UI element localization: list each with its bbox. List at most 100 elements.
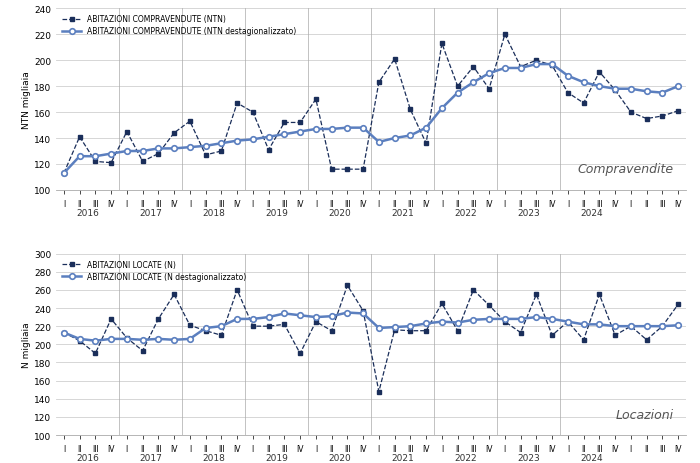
- ABITAZIONI COMPRAVENDUTE (NTN destagionalizzato): [91, 154, 99, 160]
- Line: ABITAZIONI COMPRAVENDUTE (NTN): ABITAZIONI COMPRAVENDUTE (NTN): [62, 33, 680, 176]
- ABITAZIONI COMPRAVENDUTE (NTN destagionalizzato): [595, 84, 603, 90]
- ABITAZIONI LOCATE (N): [107, 316, 116, 322]
- ABITAZIONI COMPRAVENDUTE (NTN destagionalizzato): [674, 84, 682, 90]
- ABITAZIONI LOCATE (N): [374, 389, 383, 394]
- ABITAZIONI COMPRAVENDUTE (NTN): [170, 131, 178, 136]
- ABITAZIONI COMPRAVENDUTE (NTN): [532, 58, 540, 64]
- ABITAZIONI LOCATE (N): [485, 303, 494, 308]
- ABITAZIONI LOCATE (N): [517, 330, 525, 336]
- Line: ABITAZIONI LOCATE (N): ABITAZIONI LOCATE (N): [62, 283, 680, 394]
- ABITAZIONI COMPRAVENDUTE (NTN): [312, 97, 320, 103]
- ABITAZIONI COMPRAVENDUTE (NTN destagionalizzato): [265, 135, 273, 140]
- ABITAZIONI LOCATE (N): [500, 319, 509, 325]
- ABITAZIONI LOCATE (N): [454, 328, 462, 334]
- ABITAZIONI COMPRAVENDUTE (NTN destagionalizzato): [643, 89, 651, 95]
- ABITAZIONI LOCATE (N destagionalizzato): [60, 330, 68, 336]
- ABITAZIONI COMPRAVENDUTE (NTN): [611, 88, 620, 94]
- Text: Compravendite: Compravendite: [578, 163, 673, 176]
- ABITAZIONI COMPRAVENDUTE (NTN): [265, 148, 273, 153]
- ABITAZIONI COMPRAVENDUTE (NTN): [485, 87, 494, 92]
- ABITAZIONI COMPRAVENDUTE (NTN destagionalizzato): [217, 141, 225, 147]
- ABITAZIONI COMPRAVENDUTE (NTN destagionalizzato): [469, 80, 477, 86]
- Text: 2019: 2019: [265, 453, 288, 463]
- ABITAZIONI LOCATE (N destagionalizzato): [658, 324, 666, 329]
- ABITAZIONI LOCATE (N): [391, 327, 399, 333]
- ABITAZIONI COMPRAVENDUTE (NTN): [595, 70, 603, 75]
- ABITAZIONI COMPRAVENDUTE (NTN): [154, 151, 162, 157]
- ABITAZIONI LOCATE (N destagionalizzato): [186, 337, 194, 342]
- ABITAZIONI COMPRAVENDUTE (NTN destagionalizzato): [248, 137, 257, 143]
- ABITAZIONI LOCATE (N): [611, 333, 620, 338]
- ABITAZIONI LOCATE (N destagionalizzato): [500, 316, 509, 322]
- Text: 2016: 2016: [76, 209, 99, 218]
- ABITAZIONI LOCATE (N destagionalizzato): [517, 316, 525, 322]
- ABITAZIONI COMPRAVENDUTE (NTN): [626, 110, 635, 116]
- Legend: ABITAZIONI COMPRAVENDUTE (NTN), ABITAZIONI COMPRAVENDUTE (NTN destagionalizzato): ABITAZIONI COMPRAVENDUTE (NTN), ABITAZIO…: [60, 13, 299, 38]
- ABITAZIONI LOCATE (N destagionalizzato): [233, 316, 242, 322]
- ABITAZIONI COMPRAVENDUTE (NTN destagionalizzato): [233, 138, 242, 144]
- ABITAZIONI LOCATE (N): [580, 337, 588, 343]
- ABITAZIONI COMPRAVENDUTE (NTN): [60, 171, 68, 176]
- ABITAZIONI LOCATE (N): [643, 337, 651, 343]
- ABITAZIONI COMPRAVENDUTE (NTN): [296, 120, 304, 126]
- ABITAZIONI COMPRAVENDUTE (NTN destagionalizzato): [611, 87, 620, 92]
- ABITAZIONI COMPRAVENDUTE (NTN): [517, 65, 525, 70]
- Line: ABITAZIONI LOCATE (N destagionalizzato): ABITAZIONI LOCATE (N destagionalizzato): [61, 310, 681, 344]
- ABITAZIONI LOCATE (N): [658, 324, 666, 329]
- ABITAZIONI COMPRAVENDUTE (NTN): [217, 149, 225, 155]
- ABITAZIONI LOCATE (N destagionalizzato): [107, 337, 116, 342]
- ABITAZIONI COMPRAVENDUTE (NTN destagionalizzato): [532, 62, 540, 68]
- ABITAZIONI LOCATE (N destagionalizzato): [170, 337, 178, 343]
- ABITAZIONI LOCATE (N destagionalizzato): [312, 315, 320, 320]
- ABITAZIONI COMPRAVENDUTE (NTN): [643, 117, 651, 122]
- ABITAZIONI LOCATE (N): [76, 338, 84, 344]
- ABITAZIONI COMPRAVENDUTE (NTN): [107, 161, 116, 166]
- ABITAZIONI COMPRAVENDUTE (NTN): [469, 65, 477, 70]
- ABITAZIONI COMPRAVENDUTE (NTN destagionalizzato): [107, 151, 116, 157]
- ABITAZIONI COMPRAVENDUTE (NTN): [328, 167, 336, 173]
- ABITAZIONI COMPRAVENDUTE (NTN): [422, 141, 430, 147]
- ABITAZIONI LOCATE (N): [154, 316, 162, 322]
- ABITAZIONI COMPRAVENDUTE (NTN): [280, 120, 288, 126]
- ABITAZIONI COMPRAVENDUTE (NTN): [248, 110, 257, 116]
- Text: 2016: 2016: [76, 453, 99, 463]
- ABITAZIONI LOCATE (N destagionalizzato): [406, 324, 414, 329]
- ABITAZIONI COMPRAVENDUTE (NTN destagionalizzato): [548, 62, 556, 68]
- ABITAZIONI LOCATE (N): [595, 292, 603, 298]
- ABITAZIONI COMPRAVENDUTE (NTN destagionalizzato): [391, 136, 399, 142]
- ABITAZIONI LOCATE (N): [233, 288, 242, 293]
- ABITAZIONI LOCATE (N): [438, 301, 446, 307]
- ABITAZIONI COMPRAVENDUTE (NTN): [233, 101, 242, 106]
- ABITAZIONI COMPRAVENDUTE (NTN destagionalizzato): [438, 106, 446, 112]
- ABITAZIONI COMPRAVENDUTE (NTN): [674, 109, 682, 114]
- ABITAZIONI COMPRAVENDUTE (NTN): [139, 159, 147, 165]
- ABITAZIONI LOCATE (N): [122, 336, 131, 341]
- Text: 2023: 2023: [517, 453, 540, 463]
- ABITAZIONI COMPRAVENDUTE (NTN destagionalizzato): [454, 91, 462, 96]
- ABITAZIONI LOCATE (N destagionalizzato): [532, 315, 540, 320]
- Text: 2023: 2023: [517, 209, 540, 218]
- ABITAZIONI LOCATE (N): [532, 292, 540, 298]
- ABITAZIONI LOCATE (N): [186, 323, 194, 328]
- ABITAZIONI LOCATE (N destagionalizzato): [611, 324, 620, 329]
- ABITAZIONI LOCATE (N): [359, 308, 368, 314]
- ABITAZIONI LOCATE (N destagionalizzato): [359, 311, 368, 317]
- ABITAZIONI LOCATE (N destagionalizzato): [626, 324, 635, 329]
- ABITAZIONI LOCATE (N destagionalizzato): [122, 337, 131, 342]
- ABITAZIONI LOCATE (N destagionalizzato): [469, 317, 477, 323]
- ABITAZIONI COMPRAVENDUTE (NTN): [564, 91, 572, 96]
- ABITAZIONI COMPRAVENDUTE (NTN destagionalizzato): [280, 132, 288, 138]
- ABITAZIONI LOCATE (N destagionalizzato): [374, 325, 383, 331]
- ABITAZIONI COMPRAVENDUTE (NTN destagionalizzato): [343, 125, 351, 131]
- ABITAZIONI COMPRAVENDUTE (NTN destagionalizzato): [296, 130, 304, 135]
- ABITAZIONI LOCATE (N destagionalizzato): [76, 337, 84, 342]
- ABITAZIONI LOCATE (N destagionalizzato): [328, 314, 336, 319]
- ABITAZIONI COMPRAVENDUTE (NTN): [202, 153, 210, 158]
- ABITAZIONI COMPRAVENDUTE (NTN): [548, 63, 556, 69]
- ABITAZIONI LOCATE (N destagionalizzato): [217, 324, 225, 329]
- Text: 2017: 2017: [139, 453, 162, 463]
- ABITAZIONI COMPRAVENDUTE (NTN destagionalizzato): [328, 127, 336, 132]
- ABITAZIONI COMPRAVENDUTE (NTN): [343, 167, 351, 173]
- Text: 2020: 2020: [328, 209, 351, 218]
- ABITAZIONI COMPRAVENDUTE (NTN destagionalizzato): [580, 80, 588, 86]
